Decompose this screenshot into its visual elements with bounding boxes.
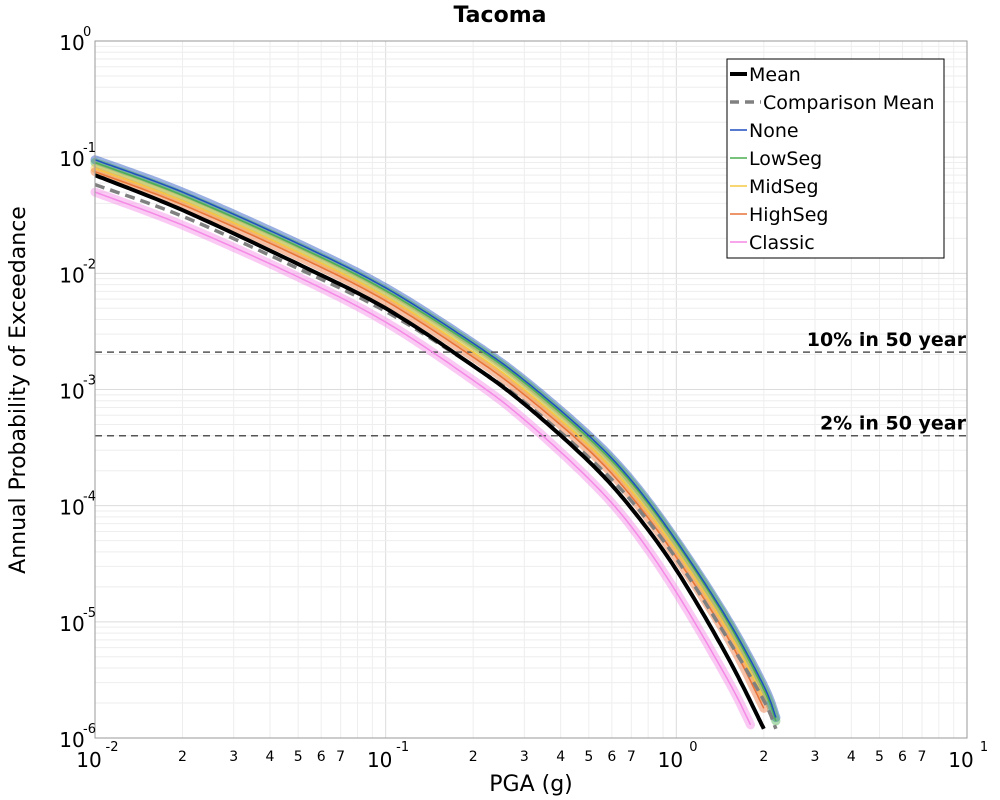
legend-entry: MidSeg [749,176,819,198]
x-tick-label: 10 [367,748,392,772]
series-lines [94,159,778,730]
x-minor-tick-label: 5 [584,749,593,765]
legend-box [726,58,945,259]
series-line-lowseg [94,161,777,722]
series-line-none [94,159,777,718]
y-tick-label: 10 [59,496,84,520]
x-minor-tick-label: 2 [759,749,768,765]
x-axis-label: PGA (g) [489,772,573,797]
series-line-midseg [94,167,765,699]
legend-entry: None [749,120,799,142]
y-tick-label: 10 [59,147,84,171]
y-tick-label: 10 [59,31,84,55]
x-minor-tick-label: 5 [294,749,303,765]
x-minor-tick-label: 4 [556,749,565,765]
x-minor-tick-label: 3 [520,749,529,765]
y-tick-label: 10 [59,263,84,287]
x-minor-tick-label: 7 [627,749,636,765]
x-tick-label: 10 [76,748,101,772]
y-tick-label: 10 [59,380,84,404]
y-tick-label: 10 [59,612,84,636]
y-tick-exponent: -1 [83,141,96,156]
x-minor-tick-label: 3 [811,749,820,765]
y-tick-exponent: -2 [83,257,96,272]
x-tick-exponent: -2 [106,740,119,755]
x-minor-tick-label: 6 [317,749,326,765]
x-minor-tick-label: 6 [607,749,616,765]
branch-band-none [90,155,781,722]
reference-line-label: 2% in 50 year [820,413,967,435]
x-minor-tick-label: 7 [336,749,345,765]
x-minor-tick-label: 4 [847,749,856,765]
legend: Mean Comparison Mean None LowSeg MidSeg HighS… [726,58,945,259]
legend-entry: HighSeg [749,204,828,226]
y-tick-exponent: -4 [83,490,96,505]
x-minor-tick-label: 5 [875,749,884,765]
branch-band-lowseg [90,158,781,726]
plot-frame [94,40,968,739]
chart-title: Tacoma [454,3,547,28]
x-tick-label: 10 [658,748,683,772]
y-tick-exponent: -3 [83,374,96,389]
legend-entry: Comparison Mean [763,92,935,114]
series-line-mean [94,173,766,730]
legend-entry: Mean [749,64,801,86]
x-tick-exponent: -1 [396,740,409,755]
y-tick-exponent: 0 [83,25,91,40]
y-tick-label: 10 [59,728,84,752]
x-minor-tick-label: 4 [266,749,275,765]
x-tick-exponent: 0 [689,740,697,755]
series-line-highseg [94,170,765,709]
y-axis-label: Annual Probability of Exceedance [6,206,31,574]
x-minor-tick-label: 2 [469,749,478,765]
x-minor-tick-label: 6 [898,749,907,765]
x-tick-label: 10 [948,748,973,772]
legend-entry: LowSeg [749,148,822,170]
series-line-comparison-mean [94,182,778,730]
x-minor-tick-label: 2 [178,749,187,765]
x-tick-exponent: 1 [980,740,988,755]
y-tick-exponent: -5 [83,606,96,621]
grid [94,41,967,739]
branch-band-classic [90,187,755,730]
reference-line-label: 10% in 50 year [807,329,967,351]
legend-entry: Classic [749,232,815,254]
series-line-classic [94,191,752,726]
x-minor-tick-label: 7 [918,749,927,765]
y-tick-exponent: -6 [83,722,96,737]
x-minor-tick-label: 3 [229,749,238,765]
reference-lines: 10% in 50 year 2% in 50 year [95,329,967,437]
